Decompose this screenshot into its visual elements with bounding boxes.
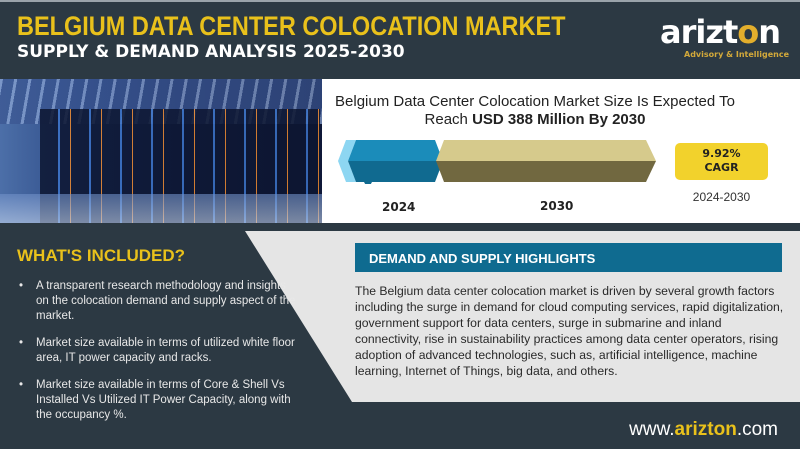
market-size-statement: Belgium Data Center Colocation Market Si… bbox=[335, 93, 735, 129]
logo-wordmark: arizton bbox=[660, 13, 781, 51]
arizton-logo[interactable]: arizton Advisory & Intelligence bbox=[660, 16, 790, 66]
list-item: Market size available in terms of utiliz… bbox=[17, 336, 297, 366]
list-item: A transparent research methodology and i… bbox=[17, 279, 297, 324]
data-center-photo bbox=[0, 79, 322, 224]
page-subtitle: SUPPLY & DEMAND ANALYSIS 2025-2030 bbox=[17, 42, 405, 62]
whats-included-list: A transparent research methodology and i… bbox=[17, 279, 297, 435]
list-item: Market size available in terms of Core &… bbox=[17, 378, 297, 423]
header-banner: BELGIUM DATA CENTER COLOCATION MARKET SU… bbox=[0, 0, 800, 79]
logo-tagline: Advisory & Intelligence bbox=[684, 50, 790, 59]
highlights-text: The Belgium data center colocation marke… bbox=[355, 284, 784, 378]
market-size-text: Belgium Data Center Colocation Market Si… bbox=[335, 93, 735, 128]
whats-included-title: WHAT'S INCLUDED? bbox=[17, 246, 186, 265]
website-link[interactable]: www.arizton.com bbox=[629, 419, 778, 441]
year-2024-label: 2024 bbox=[382, 200, 416, 214]
bar-2024-arrow bbox=[338, 140, 443, 184]
cagr-label: CAGR bbox=[704, 161, 739, 174]
page-title: BELGIUM DATA CENTER COLOCATION MARKET bbox=[17, 11, 566, 41]
market-size-highlight: USD 388 Million By 2030 bbox=[472, 111, 646, 128]
url-brand: arizton bbox=[674, 419, 737, 440]
cagr-period: 2024-2030 bbox=[692, 190, 751, 204]
url-suffix: .com bbox=[736, 419, 778, 440]
bar-2030-arrow bbox=[436, 140, 656, 182]
cagr-value: 9.92% bbox=[702, 147, 741, 160]
year-2030-label: 2030 bbox=[540, 199, 574, 213]
url-prefix: www. bbox=[629, 419, 675, 440]
cagr-badge: 9.92% CAGR bbox=[675, 143, 768, 180]
highlights-title: DEMAND AND SUPPLY HIGHLIGHTS bbox=[355, 243, 782, 272]
